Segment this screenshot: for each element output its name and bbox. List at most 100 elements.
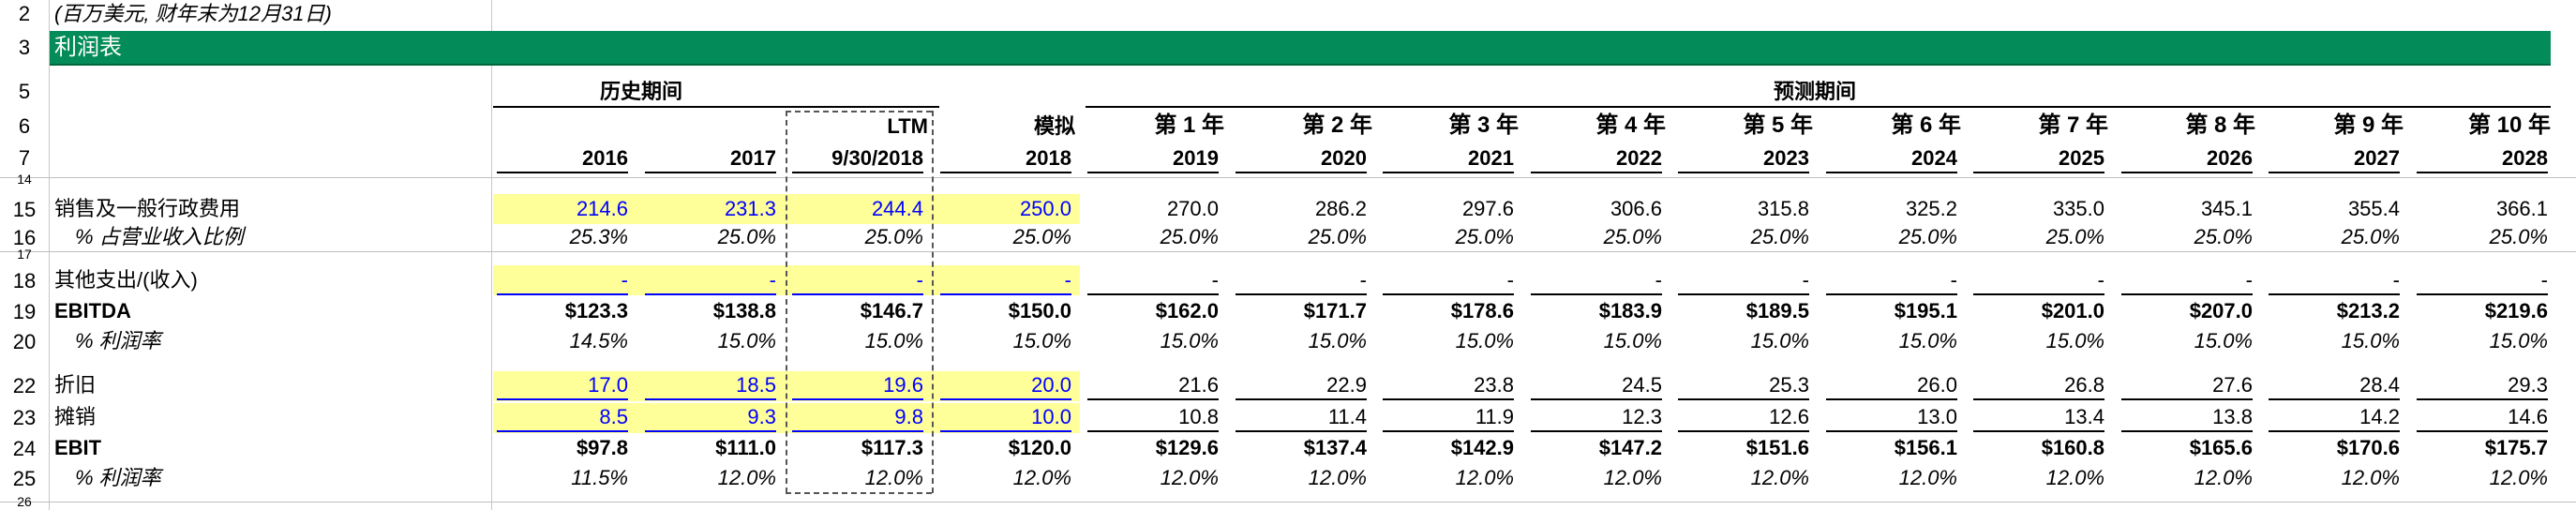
year-label: 第 1 年 — [1154, 112, 1224, 138]
cell-underline — [1973, 430, 2104, 432]
cell-amortization: 14.6 — [2508, 405, 2548, 428]
cell-underline — [1826, 398, 1957, 400]
row-number[interactable]: 2 — [18, 2, 31, 25]
row-number[interactable]: 18 — [12, 269, 37, 292]
year-label: 第 9 年 — [2333, 112, 2404, 138]
cell-ebitda: $213.2 — [2336, 299, 2400, 322]
cell-underline — [1236, 398, 1367, 400]
cell-depreciation: 18.5 — [736, 373, 776, 397]
ltm-box-top — [786, 111, 932, 112]
cell-ebitda: $150.0 — [1008, 299, 1071, 322]
row-number[interactable]: 17 — [17, 247, 32, 262]
cell-ebitda: $171.7 — [1303, 299, 1367, 322]
column-header-underline — [792, 172, 923, 173]
cell-sga: 297.6 — [1461, 197, 1514, 220]
year-label: 第 3 年 — [1448, 112, 1519, 138]
cell-underline — [1678, 398, 1809, 400]
forecast-period-label: 预测期间 — [1774, 80, 1857, 103]
cell-ebit: $142.9 — [1450, 436, 1514, 459]
cell-ebit-margin: 12.0% — [2045, 466, 2104, 489]
label-depreciation: 折旧 — [54, 373, 97, 397]
cell-other: - — [1064, 268, 1071, 292]
column-header-underline — [1236, 172, 1367, 173]
cell-underline — [1678, 293, 1809, 295]
cell-underline — [1383, 293, 1514, 295]
cell-underline — [940, 293, 1071, 295]
row-number[interactable]: 25 — [12, 467, 37, 490]
cell-other: - — [2540, 268, 2548, 292]
column-header-underline — [497, 172, 628, 173]
label-other: 其他支出/(收入) — [54, 268, 198, 292]
row-number[interactable]: 20 — [12, 330, 37, 353]
row-number[interactable]: 6 — [18, 114, 31, 138]
year-label: 第 8 年 — [2185, 112, 2255, 138]
cell-amortization: 9.8 — [894, 405, 923, 428]
row-number[interactable]: 3 — [18, 36, 31, 59]
cell-other: - — [769, 268, 776, 292]
cell-ebit-margin: 12.0% — [717, 466, 776, 489]
cell-underline — [1383, 398, 1514, 400]
cell-ebitda-margin: 15.0% — [2045, 329, 2104, 352]
row-number[interactable]: 16 — [12, 226, 37, 249]
cell-ebit-margin: 12.0% — [1308, 466, 1367, 489]
cell-underline — [1087, 398, 1219, 400]
column-header-date: 2023 — [1763, 146, 1809, 170]
row-number[interactable]: 23 — [12, 406, 37, 429]
proforma-label: 模拟 — [1033, 114, 1075, 138]
row-number[interactable]: 19 — [12, 300, 37, 323]
cell-underline — [645, 430, 776, 432]
row-number[interactable]: 24 — [12, 437, 37, 460]
cell-ebit: $120.0 — [1008, 436, 1071, 459]
cell-ebit: $137.4 — [1303, 436, 1367, 459]
cell-sga: 306.6 — [1610, 197, 1662, 220]
cell-underline — [2269, 293, 2400, 295]
forecast-header-rule — [1086, 106, 2551, 108]
cell-depreciation: 28.4 — [2359, 373, 2400, 397]
cell-ebitda-margin: 15.0% — [1455, 329, 1514, 352]
cell-amortization: 11.9 — [1475, 405, 1514, 428]
cell-underline — [2269, 430, 2400, 432]
cell-other: - — [2245, 268, 2253, 292]
cell-depreciation: 29.3 — [2508, 373, 2548, 397]
cell-ebitda-margin: 15.0% — [1603, 329, 1662, 352]
row-number[interactable]: 7 — [18, 146, 31, 170]
cell-ebitda: $219.6 — [2484, 299, 2548, 322]
cell-sga: 214.6 — [576, 197, 628, 220]
column-header-date: 2017 — [730, 146, 776, 170]
cell-sga: 325.2 — [1905, 197, 1957, 220]
column-header-underline — [1678, 172, 1809, 173]
cell-ebitda-margin: 15.0% — [1308, 329, 1367, 352]
cell-underline — [1826, 430, 1957, 432]
cell-sga: 231.3 — [724, 197, 776, 220]
column-header-date: 2018 — [1026, 146, 1071, 170]
row-number[interactable]: 26 — [17, 494, 32, 509]
cell-depreciation: 20.0 — [1031, 373, 1071, 397]
row-number[interactable]: 5 — [18, 80, 31, 103]
cell-sga-pct: 25.0% — [2341, 225, 2400, 248]
cell-underline — [940, 398, 1071, 400]
cell-ebitda: $195.1 — [1894, 299, 1957, 322]
cell-amortization: 8.5 — [599, 405, 628, 428]
cell-depreciation: 26.8 — [2064, 373, 2104, 397]
cell-depreciation: 26.0 — [1917, 373, 1957, 397]
row-number[interactable]: 14 — [17, 172, 32, 187]
cell-ebitda-margin: 15.0% — [717, 329, 776, 352]
section-header-underline — [50, 64, 2551, 66]
year-label: 第 5 年 — [1743, 112, 1813, 138]
cell-amortization: 13.0 — [1917, 405, 1957, 428]
cell-other: - — [1506, 268, 1514, 292]
cell-sga-pct: 25.0% — [2194, 225, 2253, 248]
year-label: 第 4 年 — [1595, 112, 1666, 138]
cell-other: - — [1359, 268, 1367, 292]
column-header-underline — [1973, 172, 2104, 173]
column-header-date: 2020 — [1321, 146, 1367, 170]
cell-ebitda-margin: 15.0% — [1898, 329, 1957, 352]
cell-depreciation: 27.6 — [2212, 373, 2253, 397]
column-header-date: 2025 — [2059, 146, 2104, 170]
row-number[interactable]: 15 — [12, 198, 37, 221]
row-number[interactable]: 22 — [12, 374, 37, 398]
cell-underline — [2417, 293, 2548, 295]
cell-other: - — [1655, 268, 1662, 292]
cell-underline — [1087, 430, 1219, 432]
cell-ebitda: $189.5 — [1745, 299, 1809, 322]
